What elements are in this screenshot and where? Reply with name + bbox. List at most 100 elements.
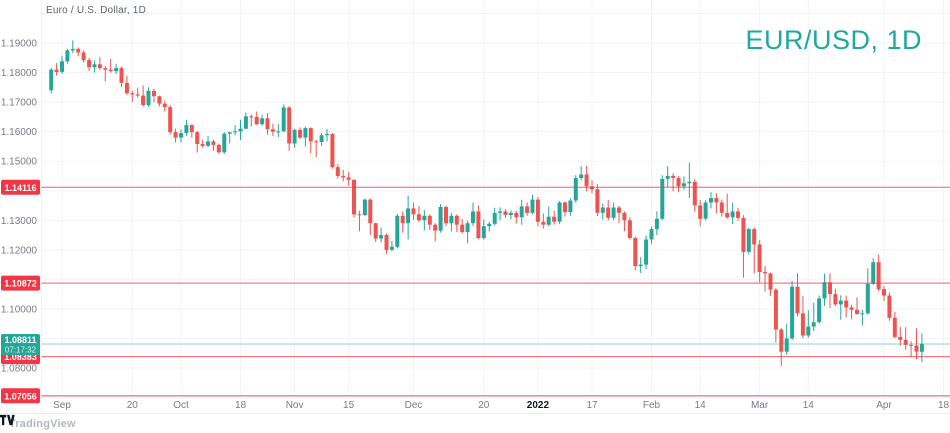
candle — [254, 111, 259, 125]
candle — [157, 95, 162, 107]
candle — [795, 273, 800, 317]
candle — [206, 135, 210, 147]
candle — [276, 124, 281, 137]
candle — [487, 221, 492, 232]
candle — [519, 199, 524, 225]
candle — [611, 202, 616, 221]
candle — [195, 131, 200, 153]
candle — [844, 295, 849, 318]
candle — [433, 223, 438, 242]
candle — [298, 127, 302, 139]
candle — [498, 207, 503, 221]
candle — [855, 297, 859, 315]
grid-lines — [41, 0, 950, 398]
candle — [784, 323, 789, 355]
candle — [335, 164, 340, 179]
candle — [573, 175, 578, 203]
candle — [773, 288, 778, 343]
candle — [389, 240, 394, 252]
candle — [189, 124, 194, 138]
candle — [730, 202, 735, 225]
candle — [76, 47, 81, 57]
time-tick-label: Sep — [53, 400, 71, 411]
time-scale[interactable]: Sep 20 Oct 18 Nov 15 Dec 20 2022 17 Feb 14 Mar 14 Apr 1… — [0, 398, 950, 413]
price-tick-label: 1.13000 — [1, 216, 38, 227]
candle — [665, 166, 670, 188]
candle — [600, 203, 605, 220]
candle — [249, 114, 254, 127]
candle — [97, 57, 102, 70]
svg-text:1.14116: 1.14116 — [4, 183, 36, 193]
candle — [557, 201, 562, 224]
candle — [552, 210, 557, 225]
time-tick-label: Apr — [876, 400, 892, 411]
candle — [119, 66, 124, 88]
candle — [763, 266, 768, 292]
price-scale[interactable]: 1.190001.180001.170001.160001.150001.140… — [0, 0, 41, 404]
candle — [124, 75, 129, 95]
candle — [314, 139, 319, 158]
candle — [811, 303, 816, 331]
tradingview-logo-link[interactable]: TradingView — [0, 414, 76, 430]
svg-text:1.07056: 1.07056 — [4, 391, 37, 401]
alert-price-badge: 1.14116 — [1, 179, 40, 195]
candle — [508, 210, 513, 220]
time-tick-label: 15 — [343, 400, 355, 411]
time-tick-label: 18 — [235, 400, 247, 411]
candle — [746, 227, 751, 255]
candle — [422, 210, 427, 231]
candle — [530, 194, 535, 215]
candle — [833, 288, 838, 307]
candle — [757, 240, 762, 283]
price-tick-label: 1.15000 — [1, 157, 38, 168]
candle — [184, 119, 189, 137]
candle — [373, 222, 378, 243]
candle — [681, 176, 686, 190]
time-tick-label: Dec — [405, 400, 423, 411]
candle — [362, 198, 367, 217]
candle — [465, 220, 470, 244]
time-tick-label: 14 — [695, 400, 707, 411]
candle — [173, 128, 178, 143]
candle — [709, 192, 713, 209]
candle — [270, 123, 275, 137]
candle — [265, 113, 270, 135]
candle — [492, 207, 497, 226]
candle — [535, 196, 540, 227]
candle — [281, 104, 286, 133]
candle — [427, 214, 432, 230]
time-tick-label: 17 — [586, 400, 598, 411]
candle — [579, 166, 584, 181]
time-tick-label: Feb — [643, 400, 661, 411]
candle — [103, 66, 108, 82]
candle — [481, 219, 486, 240]
candle — [346, 171, 351, 186]
candle — [595, 184, 600, 217]
svg-text:1.10872: 1.10872 — [4, 279, 37, 289]
candle — [671, 173, 676, 192]
candle — [379, 227, 384, 243]
candle — [319, 133, 324, 146]
candle — [752, 227, 757, 274]
price-tick-label: 1.12000 — [1, 245, 38, 256]
candle — [471, 202, 475, 227]
candle — [130, 90, 135, 103]
time-tick-label: 14 — [803, 400, 815, 411]
candle — [162, 100, 167, 112]
candle — [503, 209, 508, 218]
candle — [416, 206, 421, 223]
candle — [568, 198, 573, 216]
candle — [779, 328, 784, 367]
symbol-title: Euro / U.S. Dollar, 1D — [46, 5, 146, 16]
candle — [357, 210, 362, 232]
candle — [806, 310, 811, 338]
candle — [114, 63, 119, 74]
candle — [292, 129, 297, 148]
time-tick-label: 2022 — [527, 400, 550, 411]
candle — [368, 198, 373, 235]
candle — [233, 125, 238, 136]
candle — [541, 213, 546, 229]
